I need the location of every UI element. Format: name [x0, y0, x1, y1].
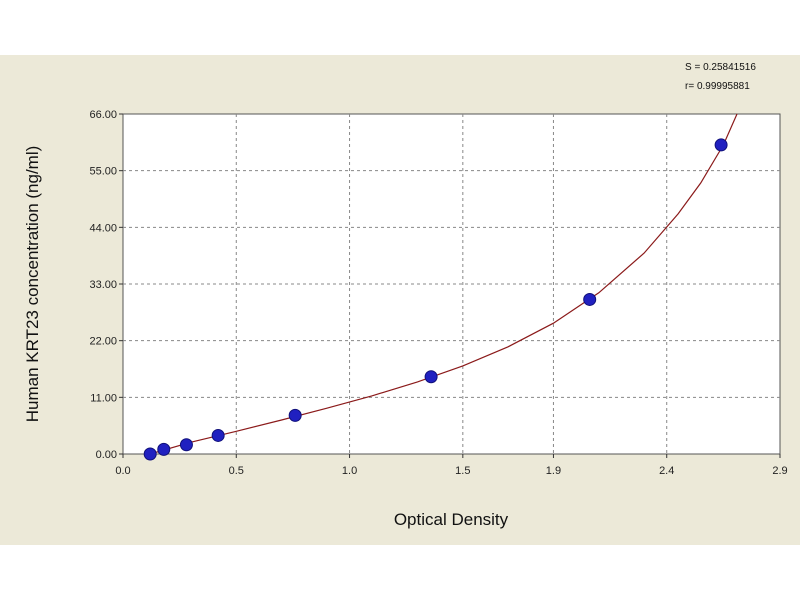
y-tick-label: 22.00 [89, 336, 117, 348]
data-point [424, 370, 438, 384]
data-point [714, 138, 728, 152]
data-point [288, 408, 302, 422]
y-axis-title: Human KRT23 concentration (ng/ml) [23, 146, 42, 423]
x-tick-labels: 0.0 0.5 1.0 1.5 1.9 2.4 2.9 [115, 465, 787, 477]
x-tick-label: 0.0 [115, 465, 130, 477]
fit-curve [150, 113, 738, 455]
data-point [179, 438, 193, 452]
data-point [583, 292, 597, 306]
fit-stat-s: S = 0.25841516 [685, 62, 756, 73]
x-tick-label: 0.5 [229, 465, 244, 477]
data-points [143, 138, 728, 461]
y-tick-label: 44.00 [89, 222, 117, 234]
y-tick-label: 0.00 [96, 449, 117, 461]
fit-stat-r: r= 0.99995881 [685, 81, 750, 92]
x-tick-label: 1.9 [546, 465, 561, 477]
x-axis-title: Optical Density [394, 510, 509, 529]
y-tick-labels: 0.00 11.00 22.00 33.00 44.00 55.00 66.00 [89, 109, 117, 461]
fit-curve-layer [150, 113, 738, 455]
y-tick-label: 55.00 [89, 166, 117, 178]
data-point [211, 428, 225, 442]
x-tick-label: 1.0 [342, 465, 357, 477]
x-tick-label: 1.5 [455, 465, 470, 477]
data-point [157, 442, 171, 456]
x-tick-label: 2.4 [659, 465, 674, 477]
data-point [143, 447, 157, 461]
y-tick-label: 33.00 [89, 279, 117, 291]
y-tick-label: 66.00 [89, 109, 117, 121]
y-tick-label: 11.00 [90, 392, 117, 404]
grid-lines [119, 113, 781, 458]
x-tick-label: 2.9 [772, 465, 787, 477]
